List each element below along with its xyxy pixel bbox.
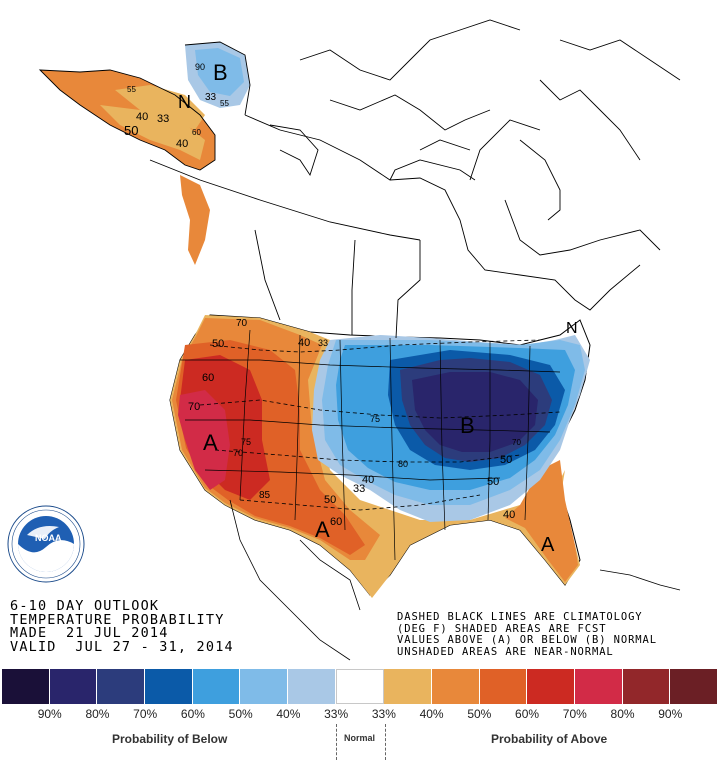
legend-percent-label: 50% <box>467 707 492 721</box>
alaska-normal-label: N <box>178 92 191 112</box>
west-above-label: A <box>203 430 218 455</box>
alaska-outline <box>38 41 251 171</box>
legend-swatch-8 <box>384 669 433 704</box>
alaska-50-label: 50 <box>124 123 138 138</box>
outlook-title-block: 6-10 DAY OUTLOOK TEMPERATURE PROBABILITY M… <box>10 598 234 655</box>
legend-swatch-14 <box>670 669 719 704</box>
alaska-55-label: 55 <box>220 99 229 108</box>
legend-percent-spacer <box>2 707 26 721</box>
legend-percent-label: 70% <box>133 707 158 721</box>
legend-swatch-13 <box>622 669 671 704</box>
legend-percent-label: 80% <box>610 707 635 721</box>
west-40-label: 40 <box>298 337 310 349</box>
alaska-shading <box>40 42 250 265</box>
legend-swatch-3 <box>145 669 193 704</box>
note-line-3: VALUES ABOVE (A) OR BELOW (B) NORMAL <box>397 634 657 646</box>
climatology-lines <box>199 339 561 511</box>
legend-swatch-10 <box>479 669 528 704</box>
northeast-normal-label: N <box>566 320 578 337</box>
legend-percent-label: 80% <box>85 707 110 721</box>
legend-percent-label: 40% <box>419 707 444 721</box>
east-75-label: 75 <box>370 414 380 424</box>
legend-separator-left <box>336 724 337 760</box>
mexico-outline <box>229 499 361 661</box>
outlook-map: B N 90 33 55 33 40 55 50 40 60 A 70 50 6… <box>38 19 681 661</box>
legend-swatch-1 <box>49 669 98 704</box>
legend-percent-label: 33% <box>371 707 396 721</box>
alaska-33b-label: 33 <box>157 113 169 125</box>
outlook-subtitle: TEMPERATURE PROBABILITY <box>10 611 225 628</box>
east-70-label: 70 <box>512 438 521 447</box>
alaska-below-label: B <box>213 60 228 85</box>
south-40-label: 40 <box>503 509 515 521</box>
alaska-90-label: 90 <box>195 62 205 72</box>
svg-text:NOAA: NOAA <box>35 533 62 543</box>
made-date: MADE 21 JUL 2014 <box>10 625 169 641</box>
alaska-55b-label: 55 <box>127 85 136 94</box>
south-above-label: A <box>315 517 330 542</box>
legend-swatch-12 <box>575 669 623 704</box>
east-40-label: 40 <box>362 474 374 486</box>
probability-above-label: Probability of Above <box>491 732 608 746</box>
legend-swatch-7 <box>335 669 385 704</box>
west-warm-shading <box>170 315 580 598</box>
legend-swatch-11 <box>527 669 576 704</box>
south-60-label: 60 <box>330 516 342 528</box>
alaska-33-label: 33 <box>205 92 217 103</box>
legend-percent-label: 70% <box>562 707 587 721</box>
east-33-label: 33 <box>353 483 365 495</box>
legend-swatch-0 <box>2 669 50 704</box>
probability-legend <box>2 669 719 704</box>
legend-percent-labels: 90% 80% 70% 60% 50% 40% 33% 33% 40% 50% 60% 70% 80% 9… <box>2 707 718 721</box>
legend-percent-label: 60% <box>515 707 540 721</box>
east-50-label: 50 <box>500 454 512 466</box>
legend-percent-spacer <box>694 707 718 721</box>
alaska-40-label: 40 <box>136 111 148 123</box>
south-50-label: 50 <box>324 494 336 506</box>
west-85-label: 85 <box>259 490 271 501</box>
legend-swatch-2 <box>97 669 146 704</box>
west-60-label: 60 <box>202 372 214 384</box>
alaska-60-label: 60 <box>192 128 201 137</box>
legend-separator-right <box>385 724 386 760</box>
normal-label: Normal <box>344 733 376 743</box>
west-75-label: 75 <box>241 437 251 447</box>
legend-percent-label: 50% <box>228 707 253 721</box>
legend-percent-label: 40% <box>276 707 301 721</box>
legend-percent-label: 60% <box>180 707 205 721</box>
alaska-40b-label: 40 <box>176 138 188 150</box>
west-33-label: 33 <box>318 338 328 348</box>
map-notes: DASHED BLACK LINES ARE CLIMATOLOGY (DEG F… <box>397 611 657 658</box>
note-line-2: (DEG F) SHADED AREAS ARE FCST <box>397 622 607 635</box>
noaa-logo: NOAA <box>7 505 85 583</box>
legend-percent-label: 90% <box>658 707 683 721</box>
outlook-title: 6-10 DAY OUTLOOK <box>10 598 160 614</box>
east-cool-shading <box>312 335 590 522</box>
west-70-label: 70 <box>236 318 248 329</box>
state-lines <box>180 329 561 561</box>
east-below-label: B <box>460 413 475 438</box>
east-50b-label: 50 <box>487 476 499 488</box>
valid-dates: VALID JUL 27 - 31, 2014 <box>10 638 234 655</box>
legend-swatch-9 <box>432 669 480 704</box>
west-70c-label: 70 <box>233 448 243 458</box>
note-line-4: UNSHADED AREAS ARE NEAR-NORMAL <box>397 645 614 658</box>
west-50-label: 50 <box>212 338 224 350</box>
west-70b-label: 70 <box>188 401 200 413</box>
probability-below-label: Probability of Below <box>112 732 228 746</box>
canada-outline <box>149 19 681 339</box>
note-line-1: DASHED BLACK LINES ARE CLIMATOLOGY <box>397 611 643 623</box>
legend-swatch-6 <box>288 669 336 704</box>
east-80-label: 80 <box>398 459 408 469</box>
legend-swatch-5 <box>240 669 289 704</box>
legend-percent-label: 90% <box>37 707 62 721</box>
caribbean-outline <box>599 569 681 591</box>
legend-swatch-4 <box>192 669 241 704</box>
legend-percent-label: 33% <box>324 707 349 721</box>
florida-above-label: A <box>541 534 555 556</box>
